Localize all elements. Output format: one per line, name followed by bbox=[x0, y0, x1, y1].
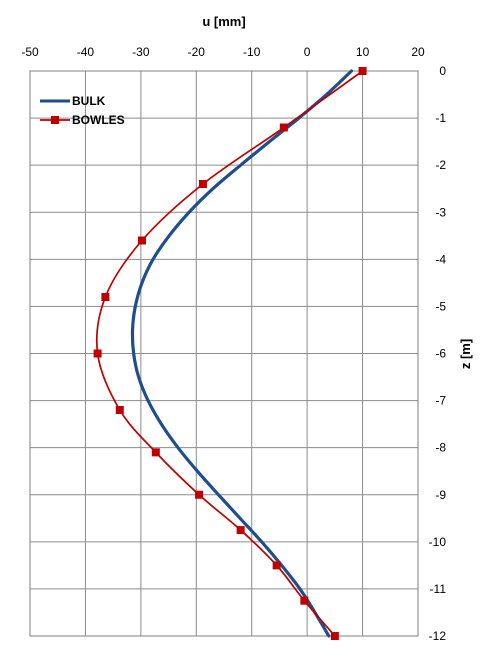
data-point-bowles bbox=[330, 632, 339, 640]
y-tick-label: -8 bbox=[435, 441, 446, 455]
y-tick-label: -12 bbox=[429, 629, 447, 643]
plot-border bbox=[29, 70, 419, 637]
data-point-bowles bbox=[279, 123, 288, 132]
y-tick-label: -10 bbox=[429, 535, 447, 549]
x-tick-label: 10 bbox=[356, 45, 370, 59]
x-tick-label: -30 bbox=[132, 45, 150, 59]
legend: BULK BOWLES bbox=[40, 94, 125, 127]
y-tick-label: -6 bbox=[435, 347, 446, 361]
y-tick-label: -3 bbox=[435, 205, 446, 219]
data-series bbox=[93, 67, 367, 640]
data-point-bowles bbox=[300, 596, 309, 605]
x-tick-label: -10 bbox=[243, 45, 261, 59]
data-point-bowles bbox=[115, 406, 124, 414]
y-tick-label: -9 bbox=[435, 488, 446, 502]
series-line-bulk bbox=[130, 69, 354, 638]
data-point-bowles bbox=[358, 67, 367, 75]
legend-marker-bowles bbox=[51, 116, 59, 124]
x-axis-title: u [mm] bbox=[202, 14, 245, 29]
x-axis-ticks: -50 -40 -30 -20 -10 0 10 20 bbox=[21, 45, 425, 59]
data-point-bowles bbox=[272, 561, 281, 570]
y-axis-ticks: 0 -1 -2 -3 -4 -5 -6 -7 -8 -9 -10 -11 -12 bbox=[429, 64, 447, 643]
y-tick-label: -4 bbox=[435, 252, 446, 266]
plot-area bbox=[29, 70, 419, 637]
data-point-bowles bbox=[151, 448, 160, 457]
x-tick-label: -40 bbox=[77, 45, 95, 59]
data-point-bowles bbox=[198, 180, 207, 188]
x-tick-label: 0 bbox=[304, 45, 311, 59]
data-point-bowles bbox=[101, 293, 110, 301]
x-tick-label: -50 bbox=[21, 45, 39, 59]
data-point-bowles bbox=[137, 236, 146, 245]
y-tick-label: -2 bbox=[435, 158, 446, 172]
x-tick-label: 20 bbox=[411, 45, 425, 59]
y-tick-label: -11 bbox=[430, 582, 447, 596]
y-axis-title: z [m] bbox=[458, 339, 473, 369]
y-tick-label: -7 bbox=[435, 394, 446, 408]
legend-label-bulk: BULK bbox=[72, 94, 106, 108]
x-tick-label: -20 bbox=[188, 45, 206, 59]
data-point-bowles bbox=[195, 490, 204, 499]
data-point-bowles bbox=[236, 526, 245, 535]
y-tick-label: 0 bbox=[439, 64, 446, 78]
legend-label-bowles: BOWLES bbox=[72, 113, 125, 127]
y-tick-label: -5 bbox=[435, 299, 446, 313]
data-point-bowles bbox=[93, 349, 102, 358]
y-tick-label: -1 bbox=[435, 111, 446, 125]
